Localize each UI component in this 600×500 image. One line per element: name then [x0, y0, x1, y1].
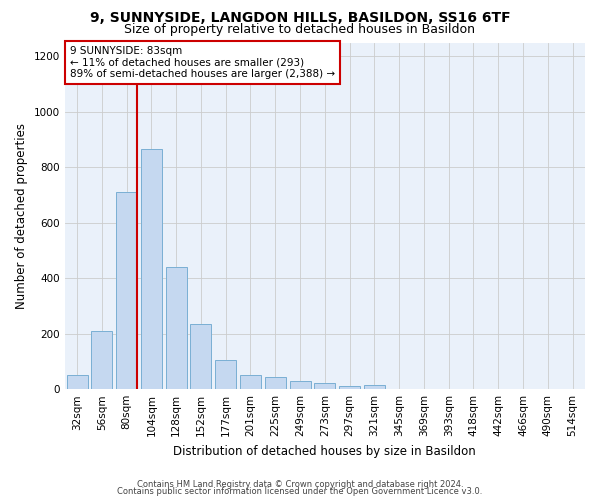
Bar [141, 150, 162, 389]
Text: 9 SUNNYSIDE: 83sqm
← 11% of detached houses are smaller (293)
89% of semi-detach: 9 SUNNYSIDE: 83sqm ← 11% of detached hou… [70, 46, 335, 79]
Bar [314, 383, 335, 389]
Bar [215, 360, 236, 389]
Bar [67, 376, 88, 389]
Bar [91, 331, 112, 389]
Text: Contains public sector information licensed under the Open Government Licence v3: Contains public sector information licen… [118, 487, 482, 496]
Text: Contains HM Land Registry data © Crown copyright and database right 2024.: Contains HM Land Registry data © Crown c… [137, 480, 463, 489]
Text: 9, SUNNYSIDE, LANGDON HILLS, BASILDON, SS16 6TF: 9, SUNNYSIDE, LANGDON HILLS, BASILDON, S… [89, 11, 511, 25]
X-axis label: Distribution of detached houses by size in Basildon: Distribution of detached houses by size … [173, 444, 476, 458]
Bar [190, 324, 211, 389]
Bar [364, 385, 385, 389]
Bar [240, 376, 261, 389]
Bar [339, 386, 360, 389]
Y-axis label: Number of detached properties: Number of detached properties [15, 123, 28, 309]
Bar [166, 267, 187, 389]
Bar [265, 376, 286, 389]
Bar [290, 381, 311, 389]
Text: Size of property relative to detached houses in Basildon: Size of property relative to detached ho… [125, 22, 476, 36]
Bar [116, 192, 137, 389]
